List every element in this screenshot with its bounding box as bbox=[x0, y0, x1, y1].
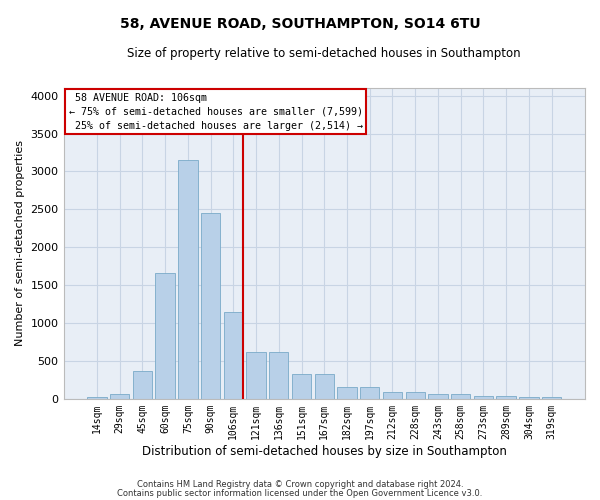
Bar bbox=[87, 396, 107, 399]
Text: Contains HM Land Registry data © Crown copyright and database right 2024.: Contains HM Land Registry data © Crown c… bbox=[137, 480, 463, 489]
Text: 58, AVENUE ROAD, SOUTHAMPTON, SO14 6TU: 58, AVENUE ROAD, SOUTHAMPTON, SO14 6TU bbox=[119, 18, 481, 32]
Bar bbox=[133, 371, 152, 399]
Bar bbox=[360, 386, 379, 399]
X-axis label: Distribution of semi-detached houses by size in Southampton: Distribution of semi-detached houses by … bbox=[142, 444, 507, 458]
Bar bbox=[474, 396, 493, 399]
Bar bbox=[496, 396, 516, 399]
Bar bbox=[110, 394, 130, 399]
Bar bbox=[224, 312, 243, 399]
Bar bbox=[383, 392, 402, 399]
Bar bbox=[428, 394, 448, 399]
Bar bbox=[542, 396, 561, 399]
Bar bbox=[314, 374, 334, 399]
Bar bbox=[406, 392, 425, 399]
Bar bbox=[292, 374, 311, 399]
Bar bbox=[178, 160, 197, 399]
Bar bbox=[269, 352, 289, 399]
Y-axis label: Number of semi-detached properties: Number of semi-detached properties bbox=[15, 140, 25, 346]
Bar bbox=[337, 386, 356, 399]
Bar bbox=[247, 352, 266, 399]
Bar bbox=[519, 396, 539, 399]
Bar bbox=[201, 213, 220, 399]
Text: 58 AVENUE ROAD: 106sqm
← 75% of semi-detached houses are smaller (7,599)
 25% of: 58 AVENUE ROAD: 106sqm ← 75% of semi-det… bbox=[69, 92, 363, 130]
Bar bbox=[451, 394, 470, 399]
Text: Contains public sector information licensed under the Open Government Licence v3: Contains public sector information licen… bbox=[118, 489, 482, 498]
Title: Size of property relative to semi-detached houses in Southampton: Size of property relative to semi-detach… bbox=[127, 48, 521, 60]
Bar bbox=[155, 273, 175, 399]
